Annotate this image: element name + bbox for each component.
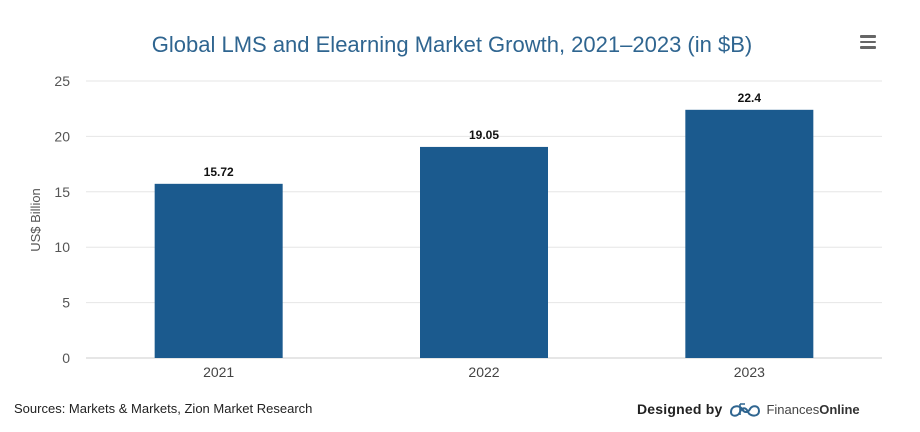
chart-menu-button[interactable] [856,32,880,54]
data-label: 15.72 [204,165,234,179]
y-tick-label: 15 [54,184,70,200]
data-label: 22.4 [738,91,762,105]
y-tick-label: 0 [62,350,70,366]
designed-by-text: Designed by [637,401,723,417]
bar-2021 [154,183,283,358]
brand-name: FinancesOnline [766,401,860,417]
credit: Designed by FinancesOnline [637,397,860,421]
x-axis-ticks: 2021 2022 2023 [203,364,765,380]
financesonline-logo-icon [730,403,761,417]
x-tick-label: 2022 [468,364,499,380]
x-tick-label: 2021 [203,364,234,380]
data-labels: 15.72 19.05 22.4 [204,91,762,179]
y-axis-label: US$ Billion [28,188,43,252]
bars [154,109,814,358]
x-tick-label: 2023 [734,364,765,380]
bar-2023 [685,109,814,358]
y-tick-label: 20 [54,128,70,144]
bar-2022 [420,146,548,358]
y-tick-label: 5 [62,295,70,311]
y-axis-ticks: 0 5 10 15 20 25 [54,73,70,366]
y-tick-label: 25 [54,73,70,89]
data-label: 19.05 [469,128,499,142]
chart-title: Global LMS and Elearning Market Growth, … [152,32,752,57]
hamburger-menu-icon [860,35,876,38]
y-tick-label: 10 [54,239,70,255]
source-note: Sources: Markets & Markets, Zion Market … [14,401,313,416]
